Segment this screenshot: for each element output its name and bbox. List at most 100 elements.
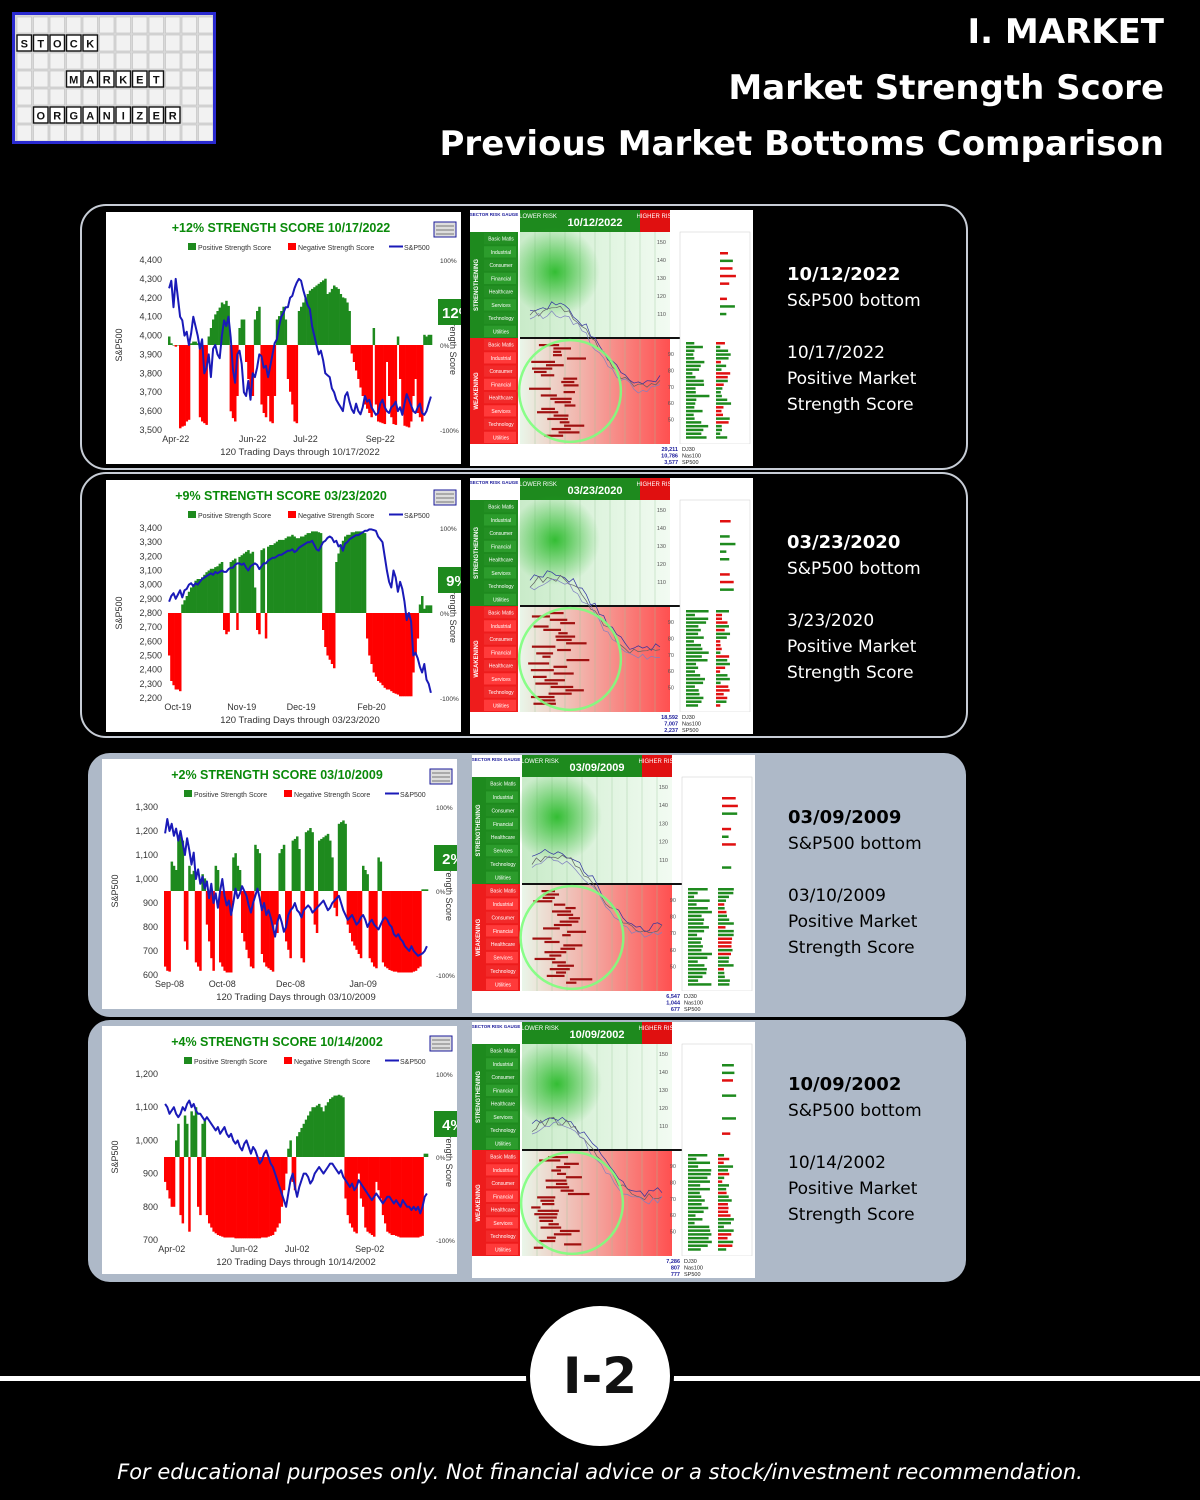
logo-letter-cell: [49, 106, 66, 124]
strength-bar: [251, 345, 255, 396]
score-label-line1: Positive Market: [787, 369, 917, 389]
sector-risk-label: SECTOR RISK GAUGE: [472, 1024, 520, 1029]
sector-cell: [486, 1084, 518, 1096]
strength-bar: [421, 1157, 424, 1236]
sector-cell: [484, 593, 516, 605]
risk-marker: [531, 360, 555, 363]
index-trend-line: [531, 1116, 663, 1201]
sector-label: Consumer: [489, 369, 512, 375]
breadth-bar-green: [686, 398, 697, 402]
index-trend-line: [531, 848, 663, 932]
logo-letter: C: [70, 39, 78, 51]
strength-bar: [187, 345, 191, 420]
strength-bar: [329, 1098, 332, 1157]
risk-marker: [553, 1233, 572, 1236]
sector-label: Industrial: [491, 356, 511, 362]
scale-label: 50: [668, 686, 674, 692]
strength-bar: [260, 1157, 264, 1238]
score-box-label: 9%: [446, 573, 461, 590]
strength-bar: [245, 345, 248, 362]
strength-bar: [364, 870, 367, 891]
logo-cell: [132, 52, 148, 70]
logo-cell: [16, 124, 32, 141]
breadth-bar-green: [688, 1203, 702, 1206]
strength-bar: [238, 1157, 242, 1239]
sector-cell: [486, 858, 518, 870]
logo-cell: [82, 16, 98, 34]
breadth-bar: [718, 1206, 729, 1210]
sector-cell: [486, 804, 518, 817]
breadth-bar: [716, 655, 730, 658]
risk-marker: [549, 954, 562, 957]
breadth-bar: [718, 941, 732, 944]
risk-marker: [556, 971, 567, 974]
logo-letter-cell: [148, 70, 165, 88]
breadth-bar: [716, 636, 727, 639]
risk-marker: [543, 927, 560, 930]
sector-label: Industrial: [493, 1168, 513, 1174]
breadth-bar-green: [688, 1180, 710, 1183]
strength-bar: [260, 891, 264, 954]
strength-bar: [271, 545, 274, 613]
y-tick-label: 1,100: [135, 1102, 158, 1112]
strength-bar: [381, 891, 385, 963]
logo-cell: [33, 52, 49, 70]
x-tick-label: Apr-22: [162, 434, 189, 444]
strength-bar: [293, 838, 297, 891]
scale-label: 130: [657, 276, 666, 282]
logo-cell: [66, 124, 82, 141]
sector-risk-label: SECTOR RISK GAUGE: [470, 212, 518, 217]
strength-bar: [363, 533, 367, 613]
breadth-bar: [716, 681, 721, 685]
strength-bar: [247, 345, 250, 379]
logo-cell: [148, 88, 164, 106]
breadth-bar: [720, 259, 733, 263]
breadth-bar: [720, 535, 730, 538]
strengthening-label: STRENGTHENING: [474, 527, 480, 579]
sp500-line: [164, 1099, 428, 1215]
breadth-bar: [722, 804, 738, 808]
strength-bar: [181, 345, 184, 427]
strength-bar: [201, 577, 204, 613]
strengthening-label: STRENGTHENING: [476, 1071, 482, 1123]
risk-marker: [530, 669, 554, 672]
weakening-label: WEAKENING: [476, 1184, 482, 1222]
strength-bar: [379, 345, 382, 423]
logo-cell: [66, 52, 82, 70]
strength-bar: [352, 345, 356, 362]
strength-bar: [252, 891, 255, 969]
risk-marker: [531, 1206, 541, 1209]
strength-bar: [254, 844, 257, 891]
sp500-line: [168, 528, 432, 694]
sector-label: Utilities: [493, 703, 510, 709]
strength-bar: [355, 531, 358, 613]
strength-bar: [293, 345, 296, 422]
strength-bar: [313, 287, 316, 345]
strength-bar: [429, 334, 433, 345]
breadth-bar: [716, 674, 728, 677]
gauge-date-bar: [520, 210, 670, 232]
breadth-bar-green: [688, 929, 705, 933]
strength-bar: [207, 336, 211, 345]
strength-bar: [210, 1157, 213, 1228]
strength-bar: [256, 311, 259, 345]
sector-label: Financial: [493, 1088, 513, 1094]
strength-bar: [168, 613, 171, 656]
breadth-bar: [718, 910, 727, 914]
breadth-bar: [716, 696, 728, 700]
strength-bar: [185, 345, 189, 422]
risk-marker: [537, 1209, 559, 1212]
breadth-bar: [718, 933, 734, 937]
strength-bar: [192, 1115, 196, 1157]
sector-label: Technology: [490, 1128, 516, 1134]
gauge-svg: SECTOR RISK GAUGE LOWER RISK HIGHER RISK 03…: [472, 755, 755, 1013]
mini-logo-frame: [433, 489, 457, 506]
chart-legend: Positive Strength Score Negative Strength…: [188, 511, 430, 520]
scale-label: 60: [668, 401, 674, 407]
strength-bars: [164, 820, 429, 973]
breadth-bar-green: [686, 613, 695, 617]
risk-marker: [553, 414, 569, 417]
strength-bar: [245, 551, 248, 613]
y-tick-label: 4,200: [139, 293, 162, 303]
sector-label: Services: [493, 849, 513, 855]
